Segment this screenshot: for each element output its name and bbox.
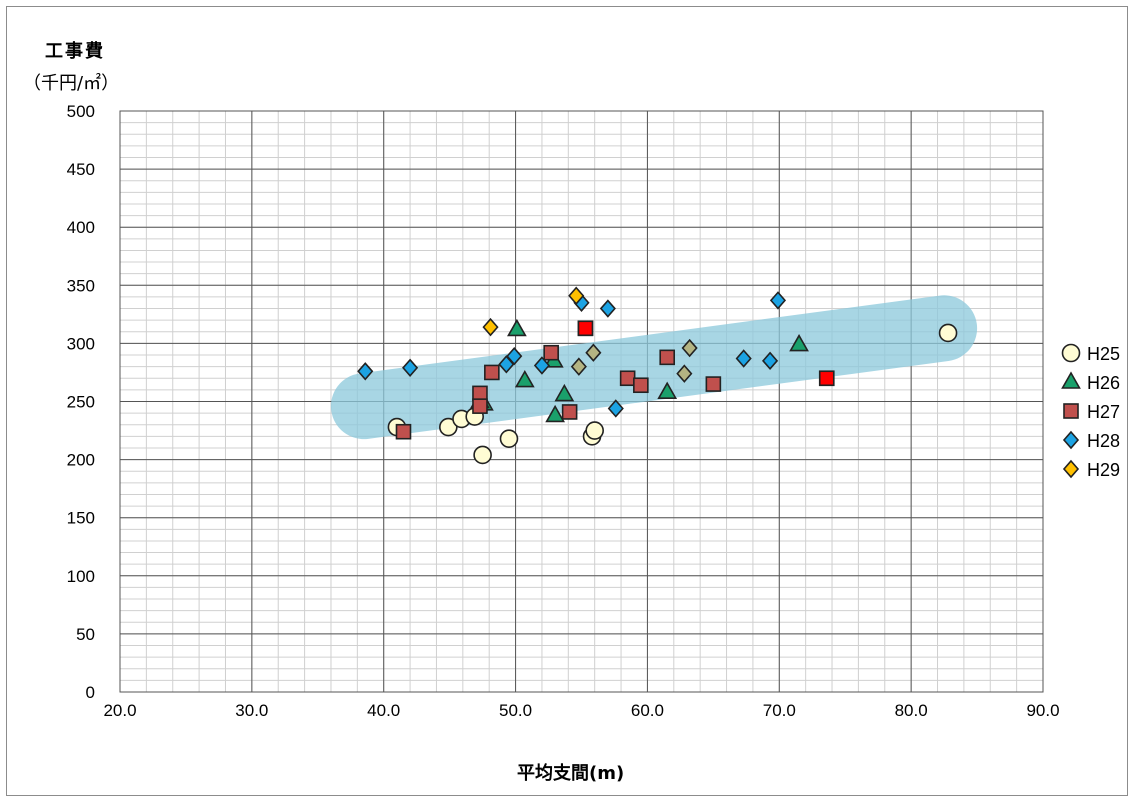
data-point-h28	[402, 358, 419, 378]
data-point-h25	[439, 417, 458, 437]
data-point-h28	[735, 349, 752, 368]
data-point-h27	[395, 423, 412, 440]
data-point-h26	[507, 318, 527, 337]
y-tick-label: 500	[67, 102, 95, 121]
data-point-h27	[633, 377, 649, 394]
y-tick-label: 250	[67, 393, 95, 412]
data-point-h27	[472, 385, 488, 402]
data-point-h27	[561, 404, 578, 420]
legend-marker-h29	[1062, 459, 1080, 479]
data-point-h25	[585, 421, 604, 440]
x-tick-label: 70.0	[763, 701, 796, 720]
legend-label-h27: H27	[1087, 402, 1120, 422]
data-point-series5	[585, 343, 602, 362]
data-point-h27	[543, 344, 559, 361]
x-tick-label: 50.0	[499, 701, 532, 720]
data-point-series5	[570, 357, 587, 376]
y-tick-label: 200	[67, 451, 95, 470]
data-point-h28	[357, 362, 374, 381]
data-point-h28	[599, 299, 616, 318]
data-point-h28	[506, 346, 523, 366]
x-tick-label: 20.0	[103, 701, 136, 720]
data-point-h29	[482, 317, 499, 337]
y-tick-label: 450	[67, 160, 95, 179]
data-point-series5	[676, 364, 693, 383]
legend-marker-h27	[1063, 403, 1079, 419]
y-axis-label-line2: （千円/㎡）	[23, 73, 120, 94]
data-point-h27	[484, 364, 500, 381]
y-tick-label: 100	[67, 567, 95, 586]
y-tick-label: 400	[67, 218, 95, 237]
legend-label-h26: H26	[1087, 373, 1120, 393]
x-axis-label: 平均支間(m)	[517, 763, 625, 784]
data-point-h28	[607, 399, 624, 418]
y-tick-label: 50	[76, 625, 95, 644]
data-point-h25	[938, 323, 958, 343]
legend-marker-h26	[1061, 371, 1081, 389]
data-point-series6	[577, 320, 594, 337]
data-point-h27	[705, 376, 722, 392]
y-tick-label: 350	[67, 276, 95, 295]
data-point-h25	[499, 429, 519, 448]
data-point-h25	[473, 445, 492, 465]
x-tick-label: 40.0	[367, 701, 400, 720]
y-tick-label: 0	[86, 683, 95, 702]
data-point-series6	[818, 370, 835, 387]
data-point-h26	[554, 383, 575, 402]
data-point-series5	[681, 338, 698, 358]
legend-label-h28: H28	[1087, 431, 1120, 451]
data-point-h26	[657, 381, 678, 400]
y-tick-label: 300	[67, 334, 95, 353]
plot-area-border	[119, 110, 1044, 693]
y-axis-label-line1: 工事費	[45, 41, 105, 62]
legend-marker-h25	[1061, 343, 1081, 363]
data-point-h27	[659, 349, 676, 366]
x-tick-label: 60.0	[631, 701, 664, 720]
data-point-h28	[769, 291, 787, 310]
data-point-h26	[545, 404, 566, 423]
legend-label-h25: H25	[1087, 344, 1120, 364]
data-point-h28	[761, 351, 779, 371]
data-point-h29	[568, 286, 585, 305]
trend-band	[330, 295, 978, 440]
x-tick-label: 90.0	[1026, 701, 1059, 720]
x-tick-label: 30.0	[235, 701, 268, 720]
y-tick-label: 150	[67, 509, 95, 528]
data-point-h27	[619, 370, 636, 387]
data-point-h26	[514, 369, 535, 388]
data-point-h28	[533, 356, 551, 375]
x-tick-label: 80.0	[895, 701, 928, 720]
legend-marker-h28	[1062, 430, 1080, 450]
data-point-h26	[789, 333, 809, 352]
data-point-h27	[472, 398, 488, 414]
legend-label-h29: H29	[1087, 460, 1120, 480]
